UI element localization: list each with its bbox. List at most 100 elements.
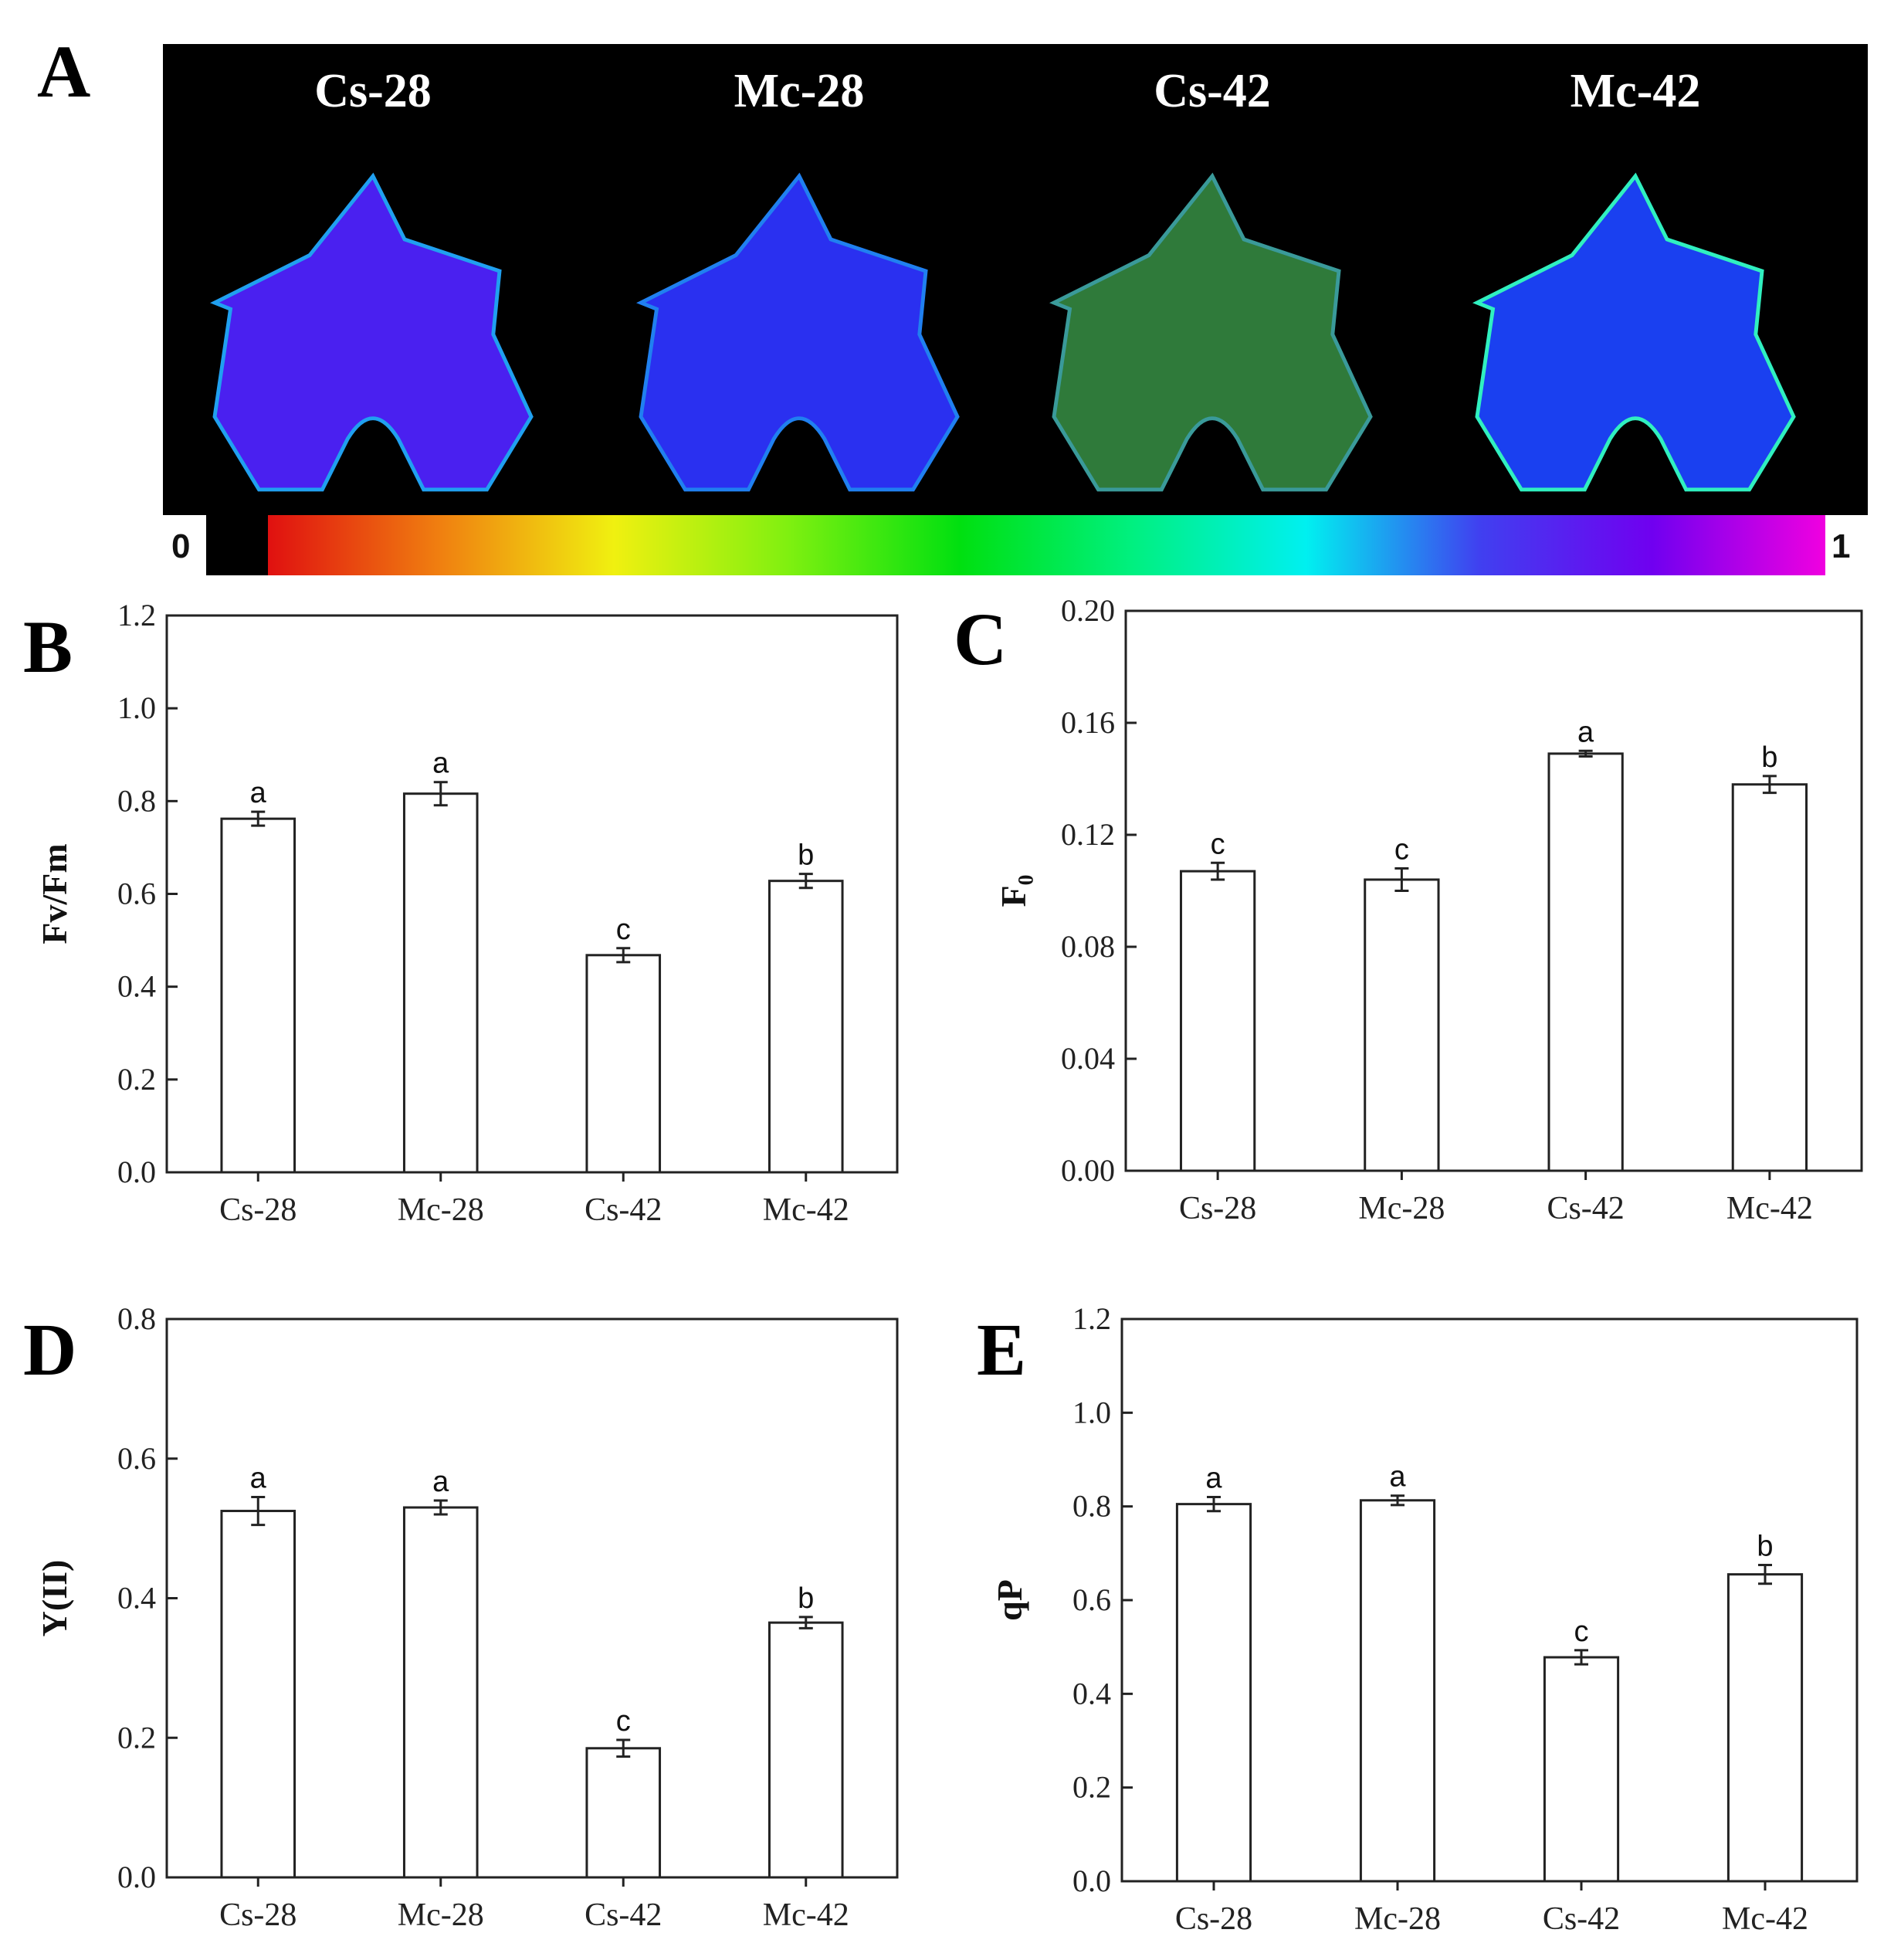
bar bbox=[585, 1747, 662, 1879]
bar bbox=[402, 792, 479, 1174]
colorbar-min-label: 0 bbox=[171, 527, 190, 565]
x-tick-label: Mc-28 bbox=[398, 1897, 484, 1933]
y-tick-label: 1.0 bbox=[117, 690, 156, 725]
leaf-label: Cs-28 bbox=[314, 65, 432, 117]
x-tick-label: Mc-42 bbox=[763, 1897, 849, 1933]
x-tick-label: Cs-42 bbox=[585, 1192, 662, 1228]
bar bbox=[220, 1510, 296, 1879]
significance-letter: b bbox=[1761, 741, 1777, 774]
x-tick-label: Cs-42 bbox=[1547, 1191, 1624, 1226]
y-axis-label: qP bbox=[990, 1579, 1029, 1621]
leaf-label: Mc-28 bbox=[734, 65, 865, 117]
bar bbox=[1547, 752, 1624, 1172]
y-tick-label: 0.0 bbox=[1072, 1863, 1111, 1898]
y-tick-label: 0.0 bbox=[117, 1860, 156, 1894]
leaf-label: Cs-42 bbox=[1154, 65, 1271, 117]
x-tick-label: Cs-28 bbox=[219, 1897, 296, 1933]
panel-letter: E bbox=[977, 1308, 1026, 1391]
x-tick-label: Mc-28 bbox=[1354, 1901, 1441, 1937]
chart-e: E 0.0 0.2 0.4 0.6 0.8 1.0 1.2 qP a Cs-28 a Mc-28 c Cs-… bbox=[977, 1301, 1859, 1937]
y-axis-label: Y(II) bbox=[35, 1560, 74, 1637]
bar bbox=[220, 817, 296, 1174]
bar bbox=[1364, 878, 1440, 1172]
leaf-shape bbox=[1472, 172, 1796, 492]
panel-letter: D bbox=[23, 1308, 76, 1391]
y-axis-label: F₀ bbox=[994, 875, 1033, 907]
bar bbox=[1543, 1656, 1620, 1883]
significance-letter: c bbox=[1211, 828, 1225, 860]
significance-letter: b bbox=[798, 839, 814, 872]
bar bbox=[1731, 783, 1808, 1172]
colorbar-max-label: 1 bbox=[1831, 527, 1850, 565]
significance-letter: c bbox=[1394, 834, 1409, 866]
significance-letter: c bbox=[616, 1705, 631, 1738]
leaf-label: Mc-42 bbox=[1571, 65, 1701, 117]
leaf-shape bbox=[1049, 172, 1373, 492]
y-tick-label: 0.04 bbox=[1061, 1041, 1115, 1076]
bar bbox=[1359, 1499, 1436, 1883]
chart-c: C 0.00 0.04 0.08 0.12 0.16 0.20 F₀ c Cs-28 c Mc-28 a… bbox=[954, 593, 1863, 1226]
panel-a: A Cs-28 Mc-28 Cs-42 Mc-42 0 1 bbox=[37, 30, 1868, 575]
y-tick-label: 0.0 bbox=[117, 1155, 156, 1189]
significance-letter: a bbox=[432, 1466, 449, 1498]
significance-letter: a bbox=[1205, 1463, 1222, 1495]
significance-letter: a bbox=[250, 1462, 267, 1494]
significance-letter: c bbox=[1574, 1616, 1589, 1648]
bar bbox=[767, 880, 844, 1174]
y-tick-label: 0.4 bbox=[117, 1581, 156, 1616]
chart-d: D 0.0 0.2 0.4 0.6 0.8 Y(II) a Cs-28 a Mc-28 c Cs-42 b… bbox=[23, 1301, 899, 1933]
y-tick-label: 0.20 bbox=[1061, 593, 1115, 628]
bar bbox=[585, 954, 662, 1174]
y-tick-label: 0.6 bbox=[1072, 1582, 1111, 1617]
bar bbox=[1726, 1573, 1804, 1883]
chart-b: B 0.0 0.2 0.4 0.6 0.8 1.0 1.2 Fv/Fm a Cs-28 a Mc-28 c… bbox=[23, 598, 899, 1228]
y-tick-label: 0.16 bbox=[1061, 705, 1115, 740]
x-tick-label: Cs-28 bbox=[219, 1192, 296, 1228]
significance-letter: a bbox=[1577, 716, 1594, 748]
y-tick-label: 0.4 bbox=[117, 969, 156, 1004]
significance-letter: b bbox=[1757, 1531, 1773, 1563]
significance-letter: b bbox=[798, 1582, 814, 1615]
bar bbox=[1175, 1503, 1252, 1883]
bar bbox=[1179, 870, 1256, 1172]
x-tick-label: Mc-42 bbox=[763, 1192, 849, 1228]
panel-letter: C bbox=[954, 598, 1007, 680]
bar bbox=[402, 1506, 479, 1879]
y-tick-label: 0.8 bbox=[117, 1301, 156, 1336]
leaf-image bbox=[1049, 172, 1373, 492]
x-tick-label: Cs-42 bbox=[1543, 1901, 1620, 1937]
y-tick-label: 0.12 bbox=[1061, 817, 1115, 852]
significance-letter: a bbox=[432, 748, 449, 780]
y-tick-label: 0.6 bbox=[117, 877, 156, 911]
leaf-image bbox=[1472, 172, 1796, 492]
y-tick-label: 0.00 bbox=[1061, 1153, 1115, 1188]
colorbar bbox=[268, 515, 1825, 575]
plot-frame bbox=[1124, 609, 1863, 1172]
leaf-shape bbox=[636, 172, 960, 492]
y-tick-label: 0.2 bbox=[117, 1062, 156, 1097]
x-tick-label: Mc-42 bbox=[1726, 1191, 1813, 1226]
y-axis-label: Fv/Fm bbox=[35, 843, 74, 944]
x-tick-label: Mc-42 bbox=[1722, 1901, 1808, 1937]
leaf-image bbox=[636, 172, 960, 492]
y-tick-label: 1.0 bbox=[1072, 1395, 1111, 1429]
significance-letter: a bbox=[250, 777, 267, 809]
leaf-shape bbox=[210, 172, 534, 492]
y-tick-label: 1.2 bbox=[1072, 1301, 1111, 1336]
x-tick-label: Cs-42 bbox=[585, 1897, 662, 1933]
x-tick-label: Mc-28 bbox=[1358, 1191, 1445, 1226]
y-tick-label: 1.2 bbox=[117, 598, 156, 632]
y-tick-label: 0.8 bbox=[1072, 1489, 1111, 1524]
y-tick-label: 0.8 bbox=[117, 783, 156, 818]
x-tick-label: Cs-28 bbox=[1175, 1901, 1252, 1937]
y-tick-label: 0.2 bbox=[117, 1720, 156, 1755]
panel-letter: B bbox=[23, 605, 73, 688]
significance-letter: a bbox=[1389, 1461, 1406, 1494]
leaf-image bbox=[210, 172, 534, 492]
y-tick-label: 0.08 bbox=[1061, 929, 1115, 964]
bar bbox=[767, 1621, 844, 1879]
x-tick-label: Mc-28 bbox=[398, 1192, 484, 1228]
panel-letter-a: A bbox=[37, 30, 90, 113]
colorbar-black-segment bbox=[206, 515, 268, 575]
